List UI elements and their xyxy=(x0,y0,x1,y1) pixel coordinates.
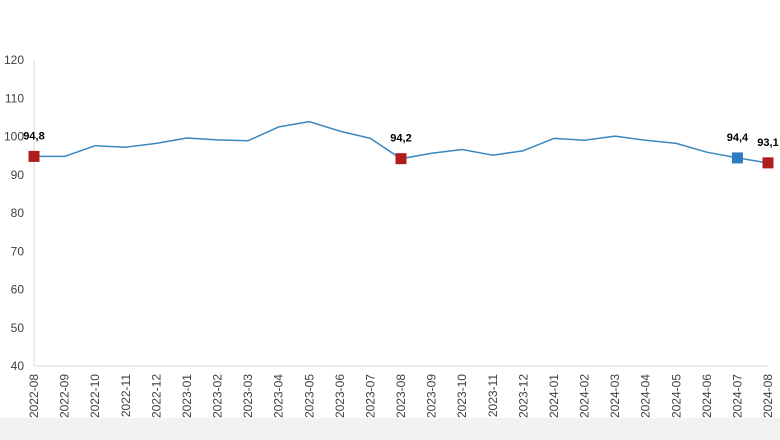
x-tick-label: 2023-02 xyxy=(211,374,225,418)
y-tick-label: 110 xyxy=(5,91,24,105)
x-tick-label: 2023-03 xyxy=(241,374,255,418)
y-tick-label: 40 xyxy=(11,359,25,373)
x-tick-label: 2024-07 xyxy=(730,374,744,418)
y-tick-label: 90 xyxy=(11,168,25,182)
footer-band xyxy=(0,418,780,440)
highlight-marker xyxy=(731,152,743,164)
data-label: 94,2 xyxy=(390,133,411,145)
highlight-marker xyxy=(395,153,407,165)
highlight-markers: 94,8 94,2 94,4 93,1 xyxy=(23,130,779,169)
y-tick-label: 50 xyxy=(11,321,25,335)
y-tick-label: 120 xyxy=(4,53,24,67)
x-tick-label: 2022-12 xyxy=(149,374,163,418)
y-tick-label: 60 xyxy=(11,283,25,297)
x-tick-label: 2022-09 xyxy=(58,374,72,418)
x-tick-label: 2023-07 xyxy=(363,374,377,418)
x-tick-label: 2023-10 xyxy=(455,374,469,418)
x-tick-label: 2022-10 xyxy=(88,374,102,418)
x-tick-label: 2022-08 xyxy=(27,374,41,418)
x-tick-label: 2024-02 xyxy=(578,374,592,418)
highlight-marker xyxy=(762,157,774,169)
data-label: 94,8 xyxy=(23,130,44,142)
x-tick-label: 2023-05 xyxy=(302,374,316,418)
x-tick-label: 2024-05 xyxy=(669,374,683,418)
x-tick-label: 2023-08 xyxy=(394,374,408,418)
x-axis: 2022-08 2022-09 2022-10 2022-11 2022-12 2023-… xyxy=(27,365,775,418)
highlight-marker xyxy=(28,150,40,162)
x-tick-label: 2023-04 xyxy=(272,374,286,418)
x-tick-label: 2023-11 xyxy=(486,374,500,417)
x-tick-label: 2023-06 xyxy=(333,374,347,418)
x-tick-label: 2024-04 xyxy=(639,374,653,418)
y-tick-label: 100 xyxy=(4,130,24,144)
x-tick-label: 2024-01 xyxy=(547,374,561,418)
y-tick-label: 70 xyxy=(11,244,25,258)
x-tick-label: 2022-11 xyxy=(119,374,133,417)
x-tick-label: 2024-06 xyxy=(700,374,714,418)
data-label: 94,4 xyxy=(727,132,749,144)
x-tick-label: 2023-12 xyxy=(516,374,530,418)
x-tick-label: 2024-08 xyxy=(761,374,775,418)
x-tick-label: 2024-03 xyxy=(608,374,622,418)
y-tick-label: 80 xyxy=(11,206,25,220)
x-tick-label: 2023-09 xyxy=(425,374,439,418)
data-label: 93,1 xyxy=(757,137,778,149)
x-tick-label: 2023-01 xyxy=(180,374,194,418)
y-axis: 40 50 60 70 80 90 100 110 120 xyxy=(4,53,35,373)
